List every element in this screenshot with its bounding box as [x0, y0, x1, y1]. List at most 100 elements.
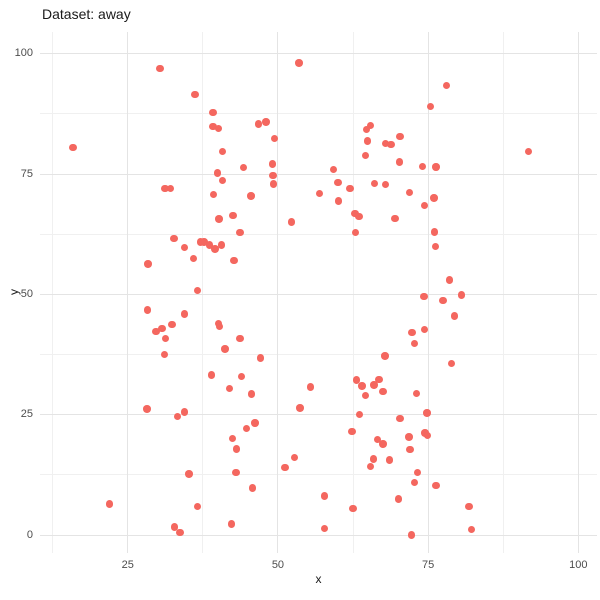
data-point: [191, 90, 199, 99]
data-point: [242, 425, 251, 433]
data-point: [288, 218, 296, 226]
data-point: [431, 228, 439, 236]
data-point: [423, 409, 431, 417]
data-point: [236, 334, 244, 342]
data-point: [213, 169, 221, 177]
data-point: [69, 143, 77, 152]
data-point: [268, 160, 277, 168]
data-point: [431, 243, 440, 251]
data-point: [225, 385, 233, 393]
data-point: [209, 122, 217, 131]
data-point: [524, 147, 533, 156]
gridline-x-major: [427, 32, 429, 553]
data-point: [348, 427, 356, 436]
data-point: [467, 525, 476, 534]
data-point: [215, 322, 224, 331]
data-point: [363, 137, 372, 145]
data-point: [349, 504, 357, 512]
data-point: [420, 292, 428, 301]
data-point: [181, 408, 189, 416]
data-point: [450, 312, 459, 320]
data-point: [446, 276, 454, 284]
data-point: [379, 440, 387, 448]
data-point: [420, 325, 429, 334]
data-point: [209, 108, 217, 117]
gridline-x-minor: [52, 32, 54, 553]
data-point: [408, 328, 416, 337]
data-point: [352, 376, 361, 384]
data-point: [160, 350, 169, 359]
data-point: [413, 389, 421, 398]
data-point: [232, 468, 240, 477]
data-point: [255, 120, 263, 128]
data-point: [457, 291, 465, 299]
data-point: [395, 158, 403, 166]
data-point: [443, 81, 451, 90]
data-point: [334, 179, 342, 187]
data-point: [166, 184, 175, 193]
data-point: [386, 456, 394, 464]
gridline-x-minor: [352, 32, 354, 553]
gridline-x-major: [127, 32, 129, 553]
x-axis-title: x: [315, 572, 322, 586]
data-point: [209, 190, 218, 198]
data-point: [315, 189, 324, 197]
data-point: [306, 383, 315, 391]
data-point: [143, 405, 151, 413]
data-point: [419, 162, 427, 171]
data-point: [218, 176, 227, 184]
data-point: [373, 435, 382, 444]
data-point: [369, 455, 378, 463]
data-point: [269, 171, 277, 180]
plot-panel: [40, 32, 597, 553]
y-tick-label: 100: [14, 47, 33, 60]
data-point: [214, 124, 223, 132]
data-point: [205, 241, 214, 249]
data-point: [251, 419, 259, 427]
data-point: [249, 484, 257, 492]
data-point: [247, 192, 255, 200]
data-point: [221, 345, 229, 353]
y-tick-label: 50: [20, 287, 33, 300]
data-point: [413, 468, 422, 477]
data-point: [423, 431, 432, 440]
data-point: [180, 310, 188, 318]
plot-title: Dataset: away: [42, 6, 131, 22]
data-point: [405, 188, 414, 197]
data-point: [355, 410, 364, 418]
data-point: [262, 118, 270, 126]
data-point: [366, 121, 375, 130]
data-point: [215, 215, 223, 223]
data-point: [395, 495, 403, 503]
data-point: [375, 375, 383, 384]
gridline-y-minor: [40, 113, 597, 115]
data-point: [270, 180, 278, 188]
data-point: [420, 201, 429, 210]
data-point: [396, 132, 404, 141]
data-point: [256, 354, 265, 362]
data-point: [387, 140, 395, 149]
data-point: [407, 531, 416, 539]
data-point: [358, 382, 366, 390]
data-point: [379, 387, 387, 396]
x-tick-label: 100: [569, 559, 588, 571]
data-point: [362, 126, 370, 134]
gridline-y-minor: [40, 354, 597, 356]
data-point: [447, 359, 456, 367]
data-point: [410, 478, 419, 486]
data-point: [152, 327, 160, 336]
data-point: [173, 413, 182, 421]
data-point: [381, 140, 390, 148]
data-point: [144, 260, 152, 268]
data-point: [143, 306, 152, 314]
data-point: [296, 404, 304, 412]
data-point: [439, 296, 447, 305]
data-point: [270, 134, 279, 143]
data-point: [391, 214, 399, 223]
data-point: [207, 371, 215, 379]
gridline-y-major: [40, 293, 597, 295]
data-point: [426, 102, 435, 111]
data-point: [229, 211, 237, 220]
data-point: [361, 391, 370, 400]
data-point: [247, 390, 256, 398]
